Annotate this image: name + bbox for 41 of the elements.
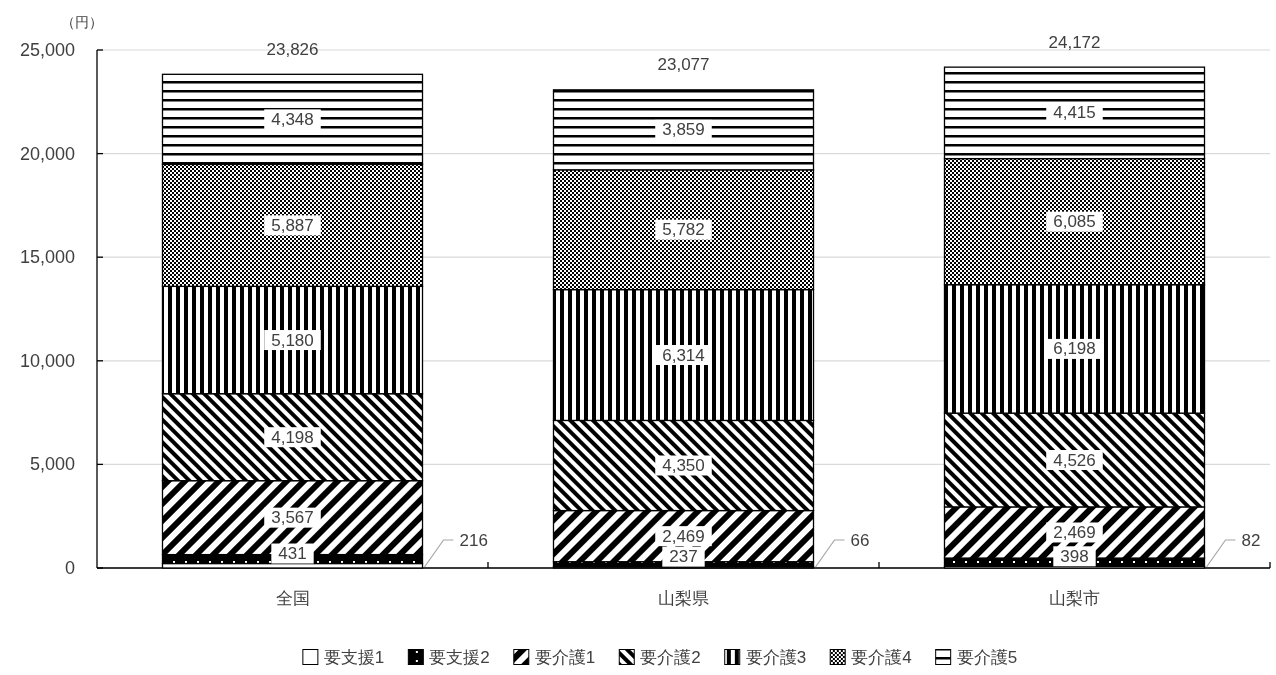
data-label: 6,314 [662, 345, 705, 365]
legend-label: 要介護4 [851, 647, 912, 667]
data-label: 3,567 [271, 508, 314, 528]
legend-label: 要介護2 [640, 647, 701, 667]
y-tick-label: 10,000 [19, 350, 75, 371]
data-label: 4,415 [1053, 103, 1096, 123]
x-tick-label: 全国 [275, 588, 310, 608]
data-label: 6,085 [1053, 212, 1096, 232]
data-label: 6,198 [1053, 339, 1096, 359]
legend-label: 要介護3 [745, 647, 807, 667]
total-label: 23,826 [266, 39, 319, 59]
data-label: 237 [669, 547, 698, 567]
data-label: 4,348 [271, 109, 314, 129]
y-tick-label: 5,000 [29, 454, 75, 475]
data-label: 66 [850, 530, 870, 550]
data-label: 3,859 [662, 120, 705, 140]
y-axis-title: （円） [61, 14, 103, 30]
data-label: 5,887 [271, 215, 314, 235]
data-label: 2,469 [662, 526, 705, 546]
y-tick-label: 20,000 [19, 143, 75, 164]
legend-label: 要支援1 [323, 647, 385, 667]
legend-label: 要支援2 [429, 647, 490, 667]
y-tick-label: 15,000 [19, 247, 75, 268]
data-label: 5,782 [662, 220, 705, 240]
data-label: 4,198 [271, 427, 314, 447]
y-tick-label: 25,000 [19, 40, 75, 60]
y-tick-label: 0 [64, 558, 75, 578]
data-label: 398 [1060, 546, 1089, 566]
data-label: 82 [1241, 530, 1261, 550]
legend-label: 要介護5 [956, 647, 1018, 667]
total-label: 23,077 [657, 55, 710, 75]
data-label: 2,469 [1053, 522, 1096, 542]
data-label: 431 [278, 544, 307, 564]
total-label: 24,172 [1048, 32, 1101, 52]
data-label: 5,180 [271, 330, 314, 350]
x-tick-label: 山梨市 [1049, 588, 1100, 608]
data-label: 216 [459, 530, 488, 550]
data-label: 4,526 [1053, 450, 1096, 470]
x-tick-label: 山梨県 [658, 588, 709, 608]
legend-label: 要介護1 [534, 647, 596, 667]
data-label: 4,350 [662, 456, 705, 475]
